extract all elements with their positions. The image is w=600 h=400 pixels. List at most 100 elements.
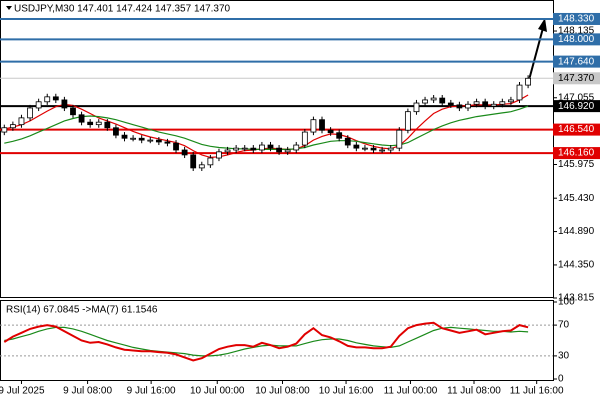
candle-body	[52, 96, 59, 101]
candle-body	[9, 124, 16, 129]
y-tick-label: 145.975	[558, 159, 595, 170]
candle-body	[190, 154, 197, 169]
candle-body	[70, 107, 76, 116]
candle-body	[35, 101, 42, 109]
rsi-tick-label: 0	[558, 374, 564, 385]
candle-body	[387, 147, 394, 151]
candle-body	[147, 139, 154, 142]
x-tick-label: 10 Jul 16:00	[319, 386, 374, 397]
candle-body	[508, 99, 514, 103]
candle-body	[499, 101, 506, 105]
level-label: 146.160	[558, 148, 595, 159]
rsi-ma-line	[4, 326, 529, 357]
candle-body	[130, 137, 136, 140]
rsi-tick-label: 100	[558, 297, 575, 308]
y-tick-label: 144.350	[558, 260, 595, 271]
last-price-box	[553, 72, 600, 85]
candle-body	[284, 149, 291, 153]
candle-body	[310, 119, 317, 133]
candle-body	[404, 111, 411, 131]
candle-body	[113, 127, 119, 136]
x-tick-label: 11 Jul 00:00	[384, 386, 438, 397]
chart-title: USDJPY,M30 147.401 147.424 147.357 147.3…	[14, 4, 231, 15]
candle-body	[164, 141, 171, 144]
candle-body	[362, 147, 368, 150]
candle-body	[430, 97, 437, 101]
candle-body	[44, 96, 51, 103]
candle-body	[95, 121, 102, 126]
candle-body	[1, 127, 8, 133]
candle-body	[413, 102, 420, 113]
rsi-label: RSI(14) 67.0845 ->MA(7) 61.1546	[6, 305, 158, 316]
candle-body	[422, 99, 428, 104]
candle-body	[87, 121, 94, 126]
candle-body	[465, 103, 471, 109]
candle-body	[456, 104, 463, 109]
candle-body	[267, 144, 274, 149]
level-box	[553, 33, 600, 46]
level-label: 148.330	[558, 14, 595, 25]
arrow-shaft	[528, 27, 544, 81]
arrow-head	[538, 18, 547, 32]
level-label: 146.920	[558, 101, 595, 112]
candle-body	[319, 119, 325, 131]
y-tick-label: 143.815	[558, 293, 595, 304]
candle-body	[344, 137, 351, 146]
candle-body	[439, 97, 446, 104]
x-tick-label: 9 Jul 08:00	[63, 386, 112, 397]
candle-body	[396, 129, 403, 149]
y-tick-label: 144.890	[558, 226, 595, 237]
candle-body	[250, 147, 257, 151]
level-box	[553, 123, 600, 136]
level-label: 148.000	[558, 34, 595, 45]
candle-body	[447, 102, 454, 106]
y-tick-label: 148.135	[558, 26, 595, 37]
x-tick-label: 9 Jul 16:00	[127, 386, 176, 397]
candle-body	[241, 147, 248, 150]
candle-body	[61, 99, 68, 109]
candle-body	[104, 121, 111, 129]
candle-body	[207, 157, 214, 166]
rsi-line	[3, 321, 529, 362]
candle-body	[482, 101, 489, 107]
candle-body	[173, 142, 179, 151]
title-icon	[6, 6, 12, 10]
candle-body	[224, 149, 231, 153]
x-tick-label: 10 Jul 08:00	[255, 386, 310, 397]
candle-body	[293, 144, 300, 151]
candle-body	[216, 151, 222, 159]
candle-body	[181, 149, 188, 156]
rsi-tick-label: 30	[558, 351, 570, 362]
y-tick-label: 147.055	[558, 92, 595, 103]
candle-body	[198, 164, 205, 169]
candle-body	[301, 131, 308, 146]
candle-body	[121, 134, 128, 139]
level-box	[553, 12, 600, 25]
candle-body	[155, 139, 162, 143]
x-tick-label: 10 Jul 00:00	[190, 386, 245, 397]
level-label: 146.540	[558, 124, 595, 135]
candle-body	[490, 103, 497, 107]
candle-body	[327, 129, 334, 134]
level-box	[553, 100, 600, 113]
moving-average	[4, 94, 529, 159]
level-box	[553, 55, 600, 68]
candle-body	[276, 147, 282, 153]
level-box	[553, 147, 600, 160]
candle-body	[27, 107, 33, 119]
rsi-tick-label: 70	[558, 320, 570, 331]
y-tick-label: 145.430	[558, 193, 595, 204]
candle-body	[259, 144, 265, 151]
candle-body	[370, 147, 377, 151]
x-tick-label: 11 Jul 08:00	[447, 386, 501, 397]
last-price-label: 147.370	[558, 73, 595, 84]
candle-body	[353, 144, 360, 149]
rsi-pane	[0, 300, 554, 381]
level-label: 147.640	[558, 56, 595, 67]
x-tick-label: 11 Jul 16:00	[510, 386, 564, 397]
x-tick-label: 9 Jul 2025	[0, 386, 45, 397]
candle-body	[473, 101, 480, 105]
candle-body	[78, 114, 85, 123]
candle-body	[525, 77, 531, 86]
